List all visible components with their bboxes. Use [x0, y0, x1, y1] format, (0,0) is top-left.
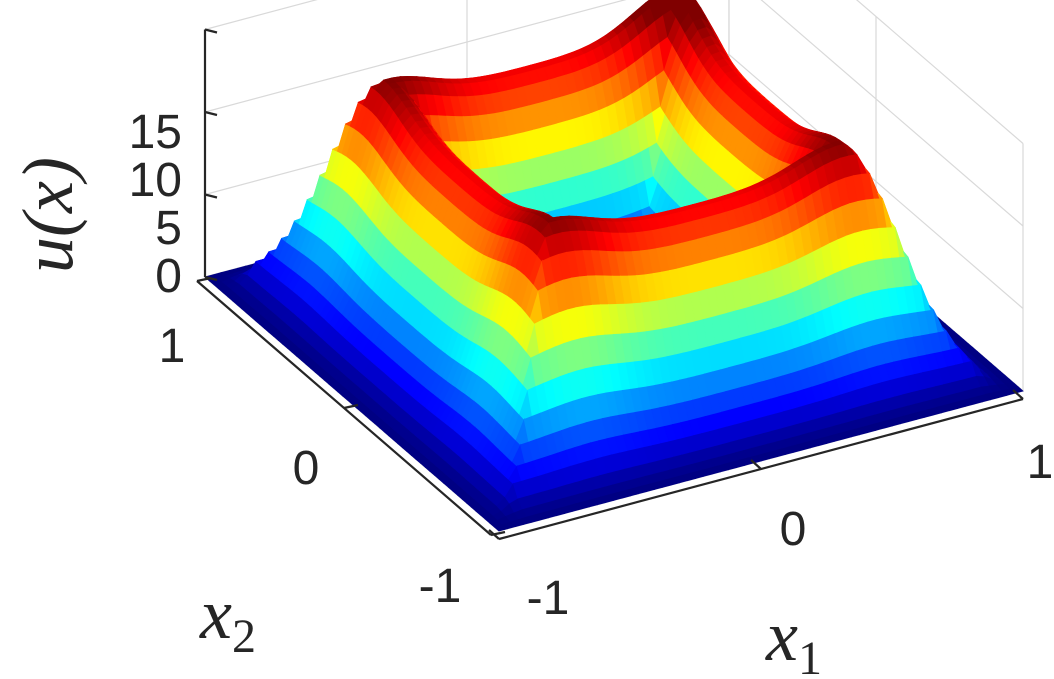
y-tick-label: -1 — [419, 560, 462, 613]
x2-axis-label-main: x — [199, 574, 232, 654]
z-tick-label: 5 — [155, 202, 182, 255]
x-tick-labels: -1 0 1 — [527, 436, 1054, 625]
x2-axis-label-sub: 2 — [232, 610, 256, 663]
z-tick-mark — [204, 193, 218, 199]
x1-tick-mark — [1012, 389, 1024, 400]
x2-tick-mark — [490, 530, 506, 537]
x2-tick-mark — [343, 403, 359, 410]
surface — [204, 0, 1024, 532]
x2-tick-mark — [196, 276, 212, 283]
y-tick-label: 0 — [293, 442, 320, 495]
z-tick-mark — [204, 110, 218, 117]
z-tick-labels: 0 5 10 15 — [129, 106, 182, 303]
x1-axis-label: x1 — [765, 596, 822, 679]
y-tick-label: 1 — [159, 320, 186, 373]
x1-axis-label-main: x — [765, 596, 798, 676]
x-tick-label: 0 — [780, 503, 807, 556]
y-tick-labels: -1 0 1 — [159, 320, 462, 613]
grid-line — [204, 0, 318, 31]
z-tick-label: 10 — [129, 154, 182, 207]
x-tick-label: -1 — [527, 572, 570, 625]
z-tick-mark — [204, 28, 218, 34]
x1-axis-label-sub: 1 — [798, 632, 822, 679]
z-tick-label: 0 — [155, 250, 182, 303]
z-axis-label: u(x) — [8, 157, 88, 273]
x2-axis-label: x2 — [199, 574, 256, 663]
x-tick-label: 1 — [1027, 436, 1054, 489]
z-tick-label: 15 — [129, 106, 182, 159]
x1-tick-mark — [750, 459, 762, 470]
axes-frame — [196, 28, 1024, 541]
